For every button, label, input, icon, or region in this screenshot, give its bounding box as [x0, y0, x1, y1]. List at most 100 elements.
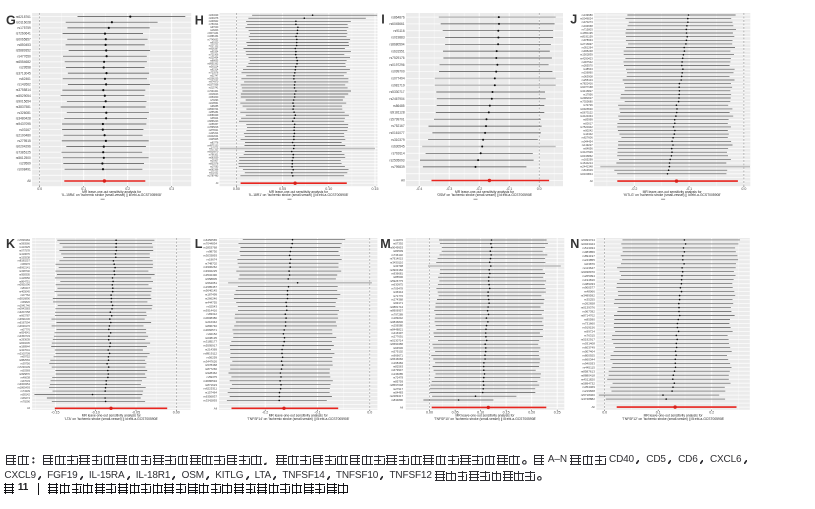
svg-text:rs1585457: rs1585457: [203, 285, 217, 289]
svg-text:rs76315: rs76315: [584, 334, 595, 338]
svg-text:rs02543: rs02543: [207, 304, 218, 308]
svg-text:rs679947: rs679947: [391, 368, 403, 372]
svg-text:rs97640: rs97640: [210, 26, 219, 29]
svg-text:rs1941746: rs1941746: [18, 303, 31, 307]
svg-text:rs051264: rs051264: [582, 46, 594, 50]
svg-text:MR leave-one-out sensitivity a: MR leave-one-out sensitivity analysis fo…: [269, 414, 329, 418]
svg-text:rs343668: rs343668: [582, 24, 594, 28]
svg-text:rs000278: rs000278: [209, 17, 219, 20]
svg-text:rs445115: rs445115: [583, 365, 596, 369]
svg-text:All: All: [27, 179, 31, 183]
svg-text:rs019883: rs019883: [391, 36, 405, 40]
svg-text:rs630975: rs630975: [391, 283, 403, 287]
svg-text:0.3: 0.3: [169, 187, 174, 191]
svg-text:0.1: 0.1: [81, 187, 86, 191]
svg-text:rs5889352: rs5889352: [16, 49, 31, 53]
svg-text:0.10: 0.10: [477, 411, 484, 415]
svg-text:rs0943383: rs0943383: [18, 307, 31, 311]
svg-text:rs5718460: rs5718460: [581, 393, 596, 397]
svg-text:-0.3: -0.3: [446, 187, 452, 191]
svg-text:rs800925: rs800925: [582, 353, 595, 357]
svg-text:rs877266: rs877266: [205, 367, 217, 371]
svg-text:rs293639: rs293639: [19, 338, 30, 342]
svg-text:rs5377858: rs5377858: [207, 84, 219, 87]
svg-text:rs311632: rs311632: [209, 172, 219, 175]
svg-text:rs564051: rs564051: [205, 281, 217, 285]
svg-text:rs405045: rs405045: [19, 290, 30, 294]
svg-text:rs310379: rs310379: [391, 138, 405, 142]
svg-text:rs2505093: rs2505093: [390, 158, 405, 162]
svg-text:rs603749: rs603749: [582, 345, 595, 349]
svg-text:rs11870: rs11870: [393, 238, 403, 242]
svg-text:rs27917: rs27917: [393, 387, 404, 391]
svg-text:rs8880418: rs8880418: [581, 373, 596, 377]
svg-text:MR leave-one-out sensitivity a: MR leave-one-out sensitivity analysis fo…: [82, 414, 142, 418]
svg-text:rs274368: rs274368: [391, 298, 403, 302]
svg-text:rs8951562: rs8951562: [207, 63, 219, 66]
svg-text:rs058337: rs058337: [209, 123, 219, 126]
svg-text:rs3691030: rs3691030: [18, 317, 31, 321]
svg-text:rs6218761: rs6218761: [16, 15, 31, 19]
svg-text:rs56820: rs56820: [21, 300, 31, 304]
svg-text:rs935248: rs935248: [582, 49, 594, 53]
svg-text:rs799839: rs799839: [391, 165, 405, 169]
svg-text:rs8448821: rs8448821: [390, 327, 404, 331]
svg-text:rs2716997: rs2716997: [580, 42, 593, 46]
svg-text:L: L: [195, 237, 203, 251]
svg-text:rs1851195: rs1851195: [580, 31, 593, 35]
svg-text:0.05: 0.05: [279, 187, 286, 191]
svg-text:rs4639176: rs4639176: [18, 324, 31, 328]
svg-text:rs558805: rs558805: [205, 277, 217, 281]
svg-text:rs018561: rs018561: [209, 102, 219, 105]
svg-text:rs14342: rs14342: [583, 132, 593, 136]
svg-text:rs216342: rs216342: [205, 320, 217, 324]
svg-text:rs9437095: rs9437095: [16, 122, 31, 126]
svg-text:rs85500: rs85500: [393, 275, 404, 279]
svg-text:rs554840: rs554840: [209, 96, 219, 99]
svg-text:rs981719: rs981719: [391, 83, 405, 87]
svg-text:rs470273: rs470273: [582, 20, 594, 24]
svg-text:rs083856: rs083856: [582, 250, 595, 254]
svg-text:rs58376: rs58376: [21, 262, 31, 266]
svg-text:-0.2: -0.2: [262, 411, 268, 415]
svg-text:0.00: 0.00: [233, 187, 240, 191]
svg-text:rs099700: rs099700: [391, 70, 405, 74]
svg-text:rs6356837: rs6356837: [203, 395, 217, 399]
svg-text:rs7914015: rs7914015: [390, 257, 404, 261]
svg-text:rs8680594: rs8680594: [390, 43, 405, 47]
svg-text:rs95354: rs95354: [210, 50, 219, 53]
svg-text:-0.2: -0.2: [631, 187, 637, 191]
svg-text:rs5866223: rs5866223: [207, 120, 219, 123]
svg-text:All: All: [590, 179, 593, 183]
svg-text:rs630545: rs630545: [391, 145, 405, 149]
svg-text:rs64656: rs64656: [583, 147, 593, 151]
svg-text:rs0065857: rs0065857: [16, 37, 31, 41]
svg-text:rs03876: rs03876: [584, 262, 595, 266]
svg-text:rs113325: rs113325: [19, 245, 30, 249]
svg-text:rs29307: rs29307: [210, 160, 219, 163]
svg-text:rs265570: rs265570: [582, 64, 594, 68]
svg-text:rs0130714: rs0130714: [390, 338, 404, 342]
svg-text:rs29569: rs29569: [19, 162, 31, 166]
svg-text:rs752167: rs752167: [391, 124, 405, 128]
svg-text:rs39756: rs39756: [21, 362, 31, 366]
svg-text:rs007542: rs007542: [582, 60, 594, 64]
svg-text:rs958305: rs958305: [19, 272, 30, 276]
svg-text:rs9314416: rs9314416: [203, 308, 217, 312]
svg-text:rs0139376: rs0139376: [581, 306, 596, 310]
svg-text:rs928462: rs928462: [205, 371, 217, 375]
svg-text:I: I: [381, 13, 385, 27]
svg-text:rs266246: rs266246: [205, 297, 217, 301]
svg-text:0.2: 0.2: [125, 187, 130, 191]
svg-text:'TNFSF14' on 'Ischemic stroke: 'TNFSF14' on 'Ischemic stroke (small-ves…: [247, 417, 349, 421]
svg-text:rs209922: rs209922: [209, 20, 219, 23]
svg-text:rs840245: rs840245: [19, 341, 30, 345]
svg-text:rs832578: rs832578: [209, 163, 219, 166]
svg-text:rs165299: rs165299: [582, 157, 594, 161]
svg-text:rs038135: rs038135: [205, 336, 217, 340]
svg-text:-0.15: -0.15: [51, 411, 59, 415]
svg-text:rs90320: rs90320: [210, 41, 219, 44]
svg-text:rs86485: rs86485: [393, 104, 405, 108]
svg-text:rs769114: rs769114: [392, 152, 405, 156]
svg-text:'LTA' on 'Ischemic stroke (sma: 'LTA' on 'Ischemic stroke (small-vessel)…: [65, 417, 159, 421]
